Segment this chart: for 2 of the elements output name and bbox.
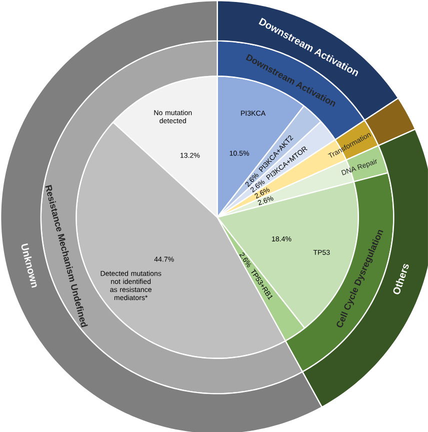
slice-label: Others: [393, 264, 409, 294]
slice-label: Unknown: [21, 243, 37, 288]
